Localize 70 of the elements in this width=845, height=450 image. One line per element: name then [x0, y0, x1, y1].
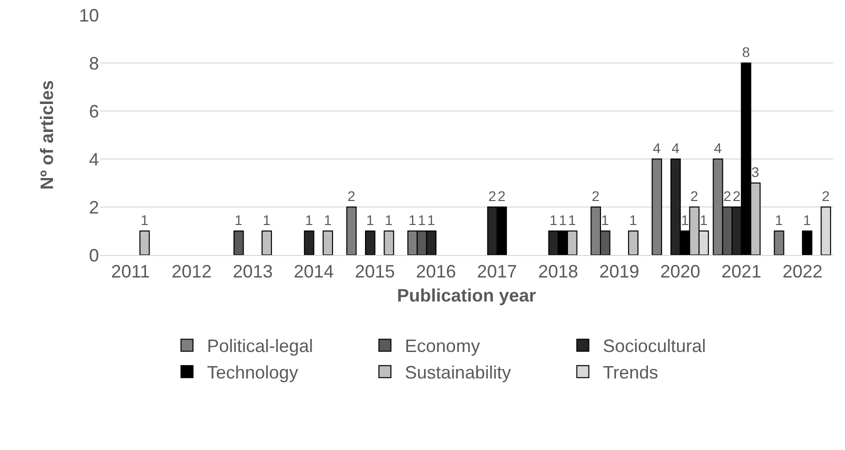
y-tick-label: 2	[88, 197, 99, 218]
x-tick-label: 2014	[294, 262, 334, 282]
data-label: 1	[408, 212, 417, 228]
y-tick-label: 10	[78, 5, 99, 26]
x-tick-label: 2020	[660, 262, 700, 282]
legend-label: Sociocultural	[602, 336, 706, 356]
data-label: 1	[601, 212, 610, 228]
bar	[384, 230, 394, 255]
data-label: 2	[723, 188, 732, 204]
data-label: 1	[384, 212, 393, 228]
bar	[304, 230, 314, 255]
data-label: 1	[324, 212, 332, 228]
data-label: 1	[775, 212, 784, 228]
data-label: 2	[347, 188, 356, 204]
data-label: 1	[700, 212, 708, 228]
x-tick-label: 2022	[782, 262, 822, 282]
bar	[139, 230, 150, 255]
data-label: 1	[427, 212, 436, 228]
bar	[652, 158, 662, 255]
data-label: 1	[140, 212, 149, 228]
x-tick-label: 2013	[232, 262, 273, 282]
x-tick-label: 2012	[172, 262, 212, 282]
x-tick-label: 2018	[538, 262, 578, 282]
legend-label: Technology	[207, 362, 298, 383]
bar	[322, 230, 334, 255]
x-tick-label: 2019	[599, 262, 640, 282]
bar	[802, 230, 812, 255]
data-label: 2	[732, 188, 741, 204]
data-label: 1	[234, 212, 243, 228]
data-label: 1	[680, 212, 689, 228]
data-label: 1	[558, 212, 567, 228]
data-label: 3	[751, 164, 760, 180]
data-label: 2	[822, 188, 830, 204]
y-axis-title: Nº of articles	[37, 80, 58, 190]
x-tick-label: 2011	[111, 262, 150, 282]
data-label: 4	[652, 140, 661, 156]
data-label: 2	[498, 188, 506, 204]
data-label: 4	[672, 140, 680, 156]
bar	[365, 230, 376, 255]
y-tick-label: 6	[88, 101, 99, 122]
bar	[346, 206, 357, 255]
data-label: 1	[629, 212, 638, 228]
data-label: 1	[418, 212, 426, 228]
legend-label: Political-legal	[207, 336, 314, 356]
bar	[233, 230, 244, 255]
x-tick-label: 2021	[721, 262, 762, 282]
x-tick-label: 2015	[354, 262, 395, 282]
data-label: 1	[262, 212, 271, 228]
data-label: 1	[305, 212, 314, 228]
data-label: 2	[488, 188, 496, 204]
x-tick-label: 2016	[416, 262, 456, 282]
legend-label: Economy	[404, 336, 480, 356]
bar	[262, 230, 272, 255]
x-axis-title: Publication year	[396, 286, 536, 306]
y-tick-label: 8	[88, 53, 99, 74]
data-label: 1	[568, 212, 576, 228]
data-label: 1	[803, 212, 812, 228]
legend-label: Sustainability	[404, 362, 511, 383]
data-label: 2	[690, 188, 698, 204]
data-label: 4	[714, 140, 722, 156]
bar	[628, 230, 638, 255]
x-tick-label: 2017	[477, 262, 518, 282]
bar	[774, 230, 784, 255]
legend-label: Trends	[602, 362, 658, 383]
y-tick-label: 4	[88, 149, 99, 170]
data-label: 2	[592, 188, 600, 204]
y-tick-label: 0	[88, 245, 99, 266]
data-label: 1	[366, 212, 374, 228]
data-label: 8	[742, 44, 750, 60]
data-label: 1	[549, 212, 558, 228]
